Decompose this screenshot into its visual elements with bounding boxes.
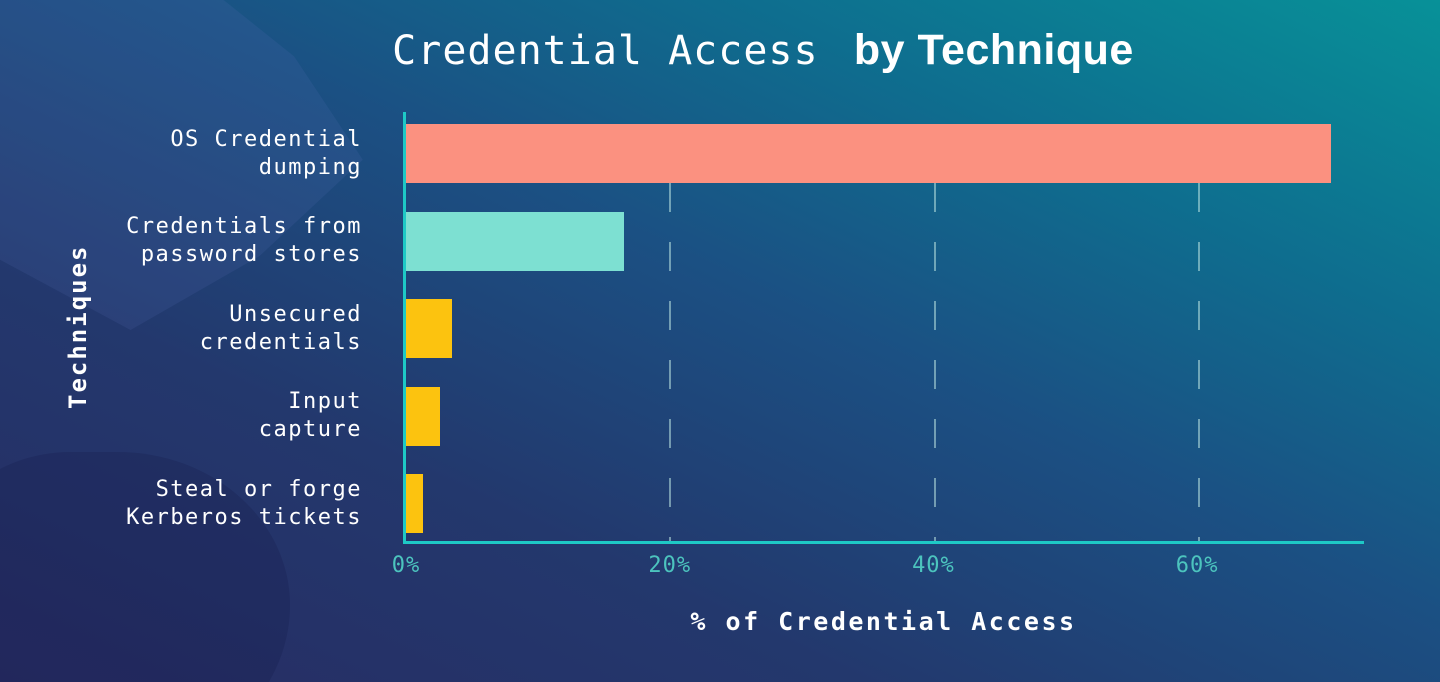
x-axis-title: % of Credential Access xyxy=(690,607,1077,636)
chart-title-bold: by Technique xyxy=(853,26,1134,74)
x-axis-ticks: 0% 20% 40% 60% xyxy=(392,553,1362,583)
chart-title: Credential Access by Technique xyxy=(43,26,1440,75)
category-labels: OS Credential dumping Credentials from pass… xyxy=(0,112,368,541)
category-label-line: dumping xyxy=(258,154,362,180)
category-label-line: Credentials from xyxy=(126,214,362,239)
category-label-input-capture: Input capture xyxy=(0,387,362,446)
category-label-line: password stores xyxy=(140,242,362,267)
category-label-steal-or-forge-kerberos-tickets: Steal or forge Kerberos tickets xyxy=(0,474,362,533)
bar-os-credential-dumping xyxy=(406,124,1331,183)
plot-area xyxy=(403,112,1364,544)
gridline-20 xyxy=(669,124,672,541)
bar-unsecured-credentials xyxy=(406,299,453,358)
bar-credentials-from-password-stores xyxy=(406,211,625,271)
gridline-40 xyxy=(933,124,936,541)
x-tick-40: 40% xyxy=(912,553,955,578)
x-tick-0: 0% xyxy=(391,553,421,578)
x-tick-20: 20% xyxy=(648,553,692,578)
category-label-credentials-from-password-stores: Credentials from password stores xyxy=(0,212,362,271)
category-label-line: credentials xyxy=(199,329,362,355)
category-label-line: Kerberos tickets xyxy=(126,504,362,530)
category-label-line: Steal or forge xyxy=(155,476,362,502)
category-label-unsecured-credentials: Unsecured credentials xyxy=(0,299,362,358)
x-tick-60: 60% xyxy=(1175,553,1219,578)
category-label-os-credential-dumping: OS Credential dumping xyxy=(0,124,362,183)
category-label-line: OS Credential xyxy=(170,126,362,152)
bar-input-capture xyxy=(406,386,441,446)
chart-title-regular: Credential Access xyxy=(392,28,819,74)
bar-steal-or-forge-kerberos-tickets xyxy=(406,474,424,533)
category-label-line: Input xyxy=(288,389,362,414)
category-label-line: capture xyxy=(258,417,362,442)
category-label-line: Unsecured xyxy=(229,301,362,327)
gridline-60 xyxy=(1197,124,1200,541)
